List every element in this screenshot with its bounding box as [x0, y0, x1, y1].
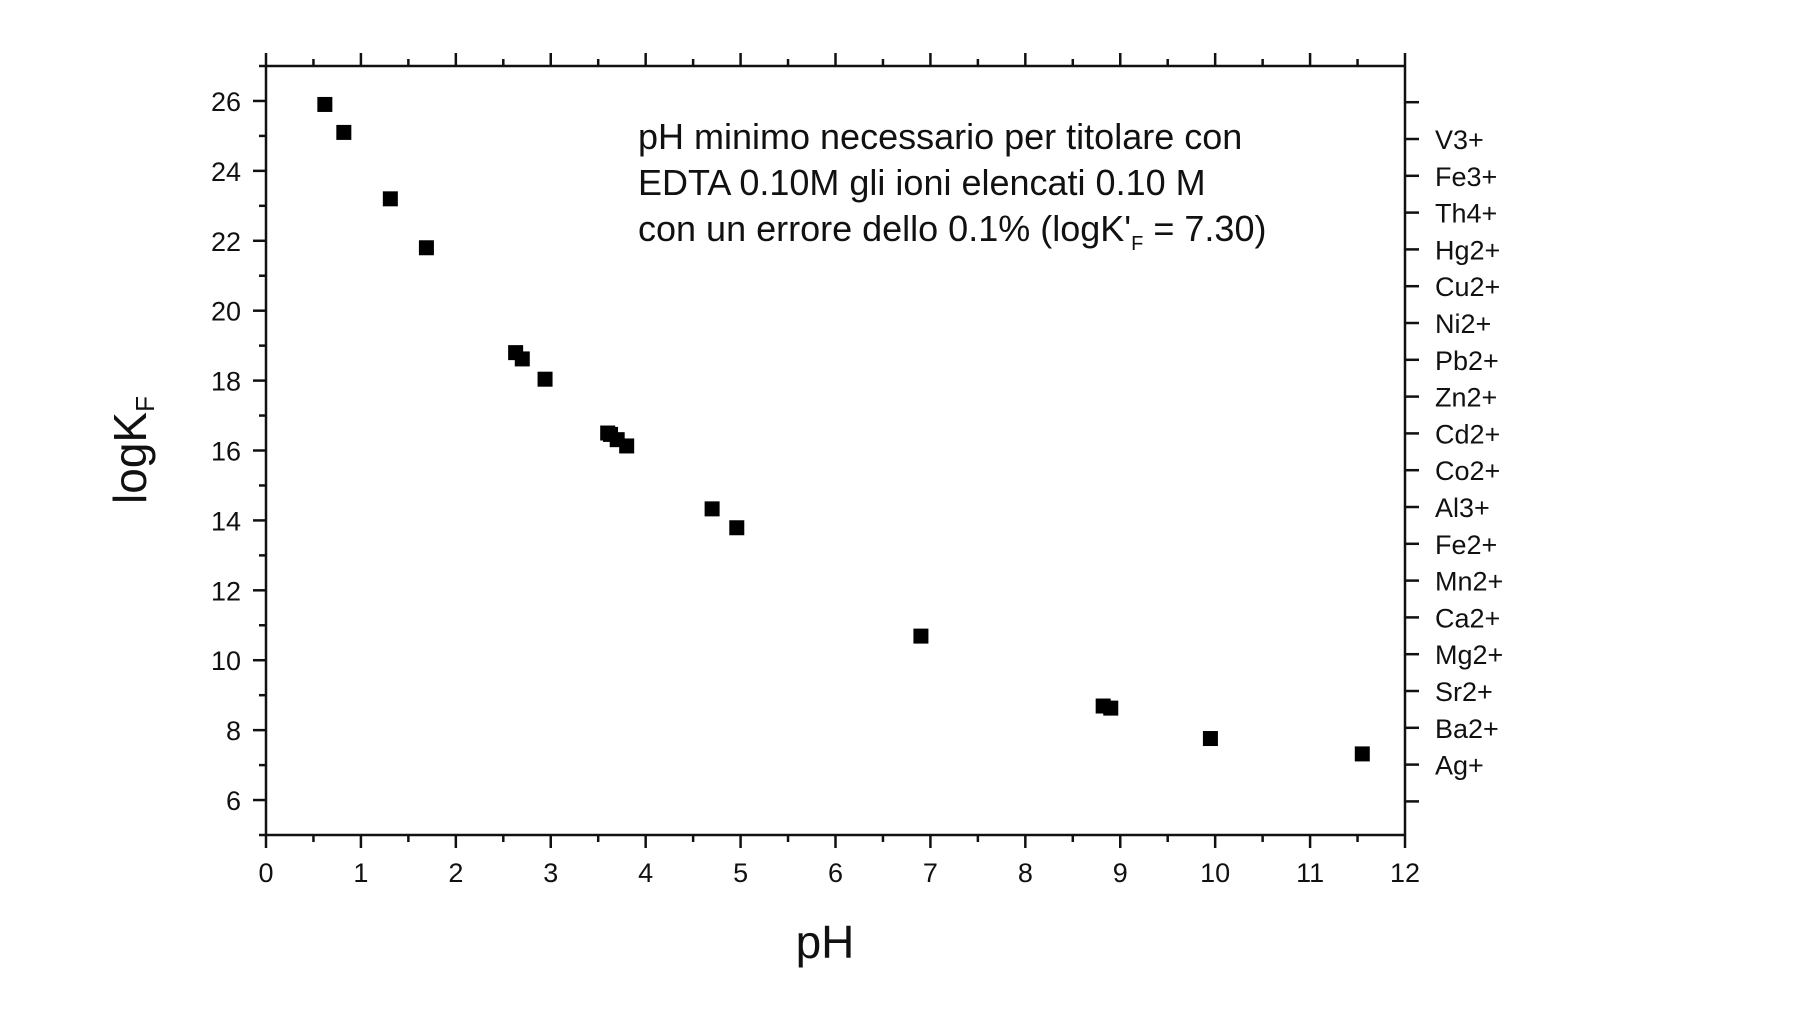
y-tick-label: 18 — [211, 367, 241, 397]
x-tick-label: 1 — [353, 858, 368, 888]
y-tick-label: 10 — [211, 646, 241, 676]
annotation-line-3-end: = 7.30) — [1143, 208, 1266, 249]
data-point — [619, 438, 635, 454]
data-point — [1103, 700, 1119, 716]
y-tick-label: 6 — [226, 786, 241, 816]
ion-label: Ni2+ — [1435, 309, 1491, 339]
annotation-line-1: pH minimo necessario per titolare con — [638, 116, 1242, 157]
y-tick-label: 26 — [211, 87, 241, 117]
annotation-text: pH minimo necessario per titolare con ED… — [638, 116, 1266, 255]
y-tick-label: 14 — [211, 506, 241, 536]
x-tick-label: 8 — [1018, 858, 1033, 888]
data-point — [336, 124, 352, 140]
annotation-line-3-sub: F — [1131, 233, 1143, 255]
ion-label: Cu2+ — [1435, 272, 1500, 302]
y-tick-label: 8 — [226, 716, 241, 746]
x-tick-label: 11 — [1296, 858, 1324, 888]
x-tick-label: 10 — [1200, 858, 1230, 888]
ion-label: Co2+ — [1435, 456, 1500, 486]
ion-label: Ba2+ — [1435, 714, 1499, 744]
data-point — [382, 191, 398, 207]
y-tick-label: 22 — [211, 227, 241, 257]
x-tick-label: 9 — [1113, 858, 1128, 888]
x-tick-label: 3 — [543, 858, 558, 888]
data-point — [514, 351, 530, 367]
y-axis-title-sub: F — [130, 396, 160, 412]
ion-label: Mg2+ — [1435, 640, 1503, 670]
x-tick-label: 7 — [923, 858, 938, 888]
data-point — [913, 628, 929, 644]
data-point — [317, 96, 333, 112]
y-axis-title: logKF — [104, 396, 160, 504]
x-tick-label: 4 — [638, 858, 653, 888]
x-tick-label: 5 — [733, 858, 748, 888]
ion-label: Al3+ — [1435, 493, 1490, 523]
ion-label: Sr2+ — [1435, 677, 1493, 707]
x-axis-title: pH — [796, 916, 855, 968]
ion-label: Mn2+ — [1435, 567, 1503, 597]
y-axis-ticks: 6 8 10 12 14 16 18 20 22 24 26 — [211, 64, 266, 837]
x-tick-label: 6 — [828, 858, 843, 888]
ion-label: Cd2+ — [1435, 419, 1500, 449]
ion-label: Fe3+ — [1435, 162, 1497, 192]
data-point — [418, 240, 434, 256]
y-tick-label: 20 — [211, 297, 241, 327]
ion-label: Ca2+ — [1435, 603, 1500, 633]
y-tick-label: 16 — [211, 437, 241, 467]
y-axis-title-main: logK — [104, 412, 156, 504]
data-point — [1354, 746, 1370, 762]
x-tick-label: 12 — [1390, 858, 1420, 888]
data-point — [537, 371, 553, 387]
data-points — [317, 96, 1370, 762]
right-axis-ion-labels: V3+ Fe3+ Th4+ Hg2+ Cu2+ Ni2+ Pb2+ Zn2+ Cd2+ Co2+ A… — [1405, 100, 1503, 803]
ion-label: Zn2+ — [1435, 383, 1497, 413]
x-tick-label: 0 — [258, 858, 273, 888]
ion-label: Hg2+ — [1435, 235, 1500, 265]
ion-label: V3+ — [1435, 125, 1484, 155]
ion-label: Pb2+ — [1435, 346, 1499, 376]
ion-label: Ag+ — [1435, 751, 1484, 781]
x-axis-ticks: 0 1 2 3 4 5 6 7 8 9 10 11 12 — [258, 53, 1420, 888]
data-point — [729, 520, 745, 536]
data-point — [704, 501, 720, 517]
ion-label: Th4+ — [1435, 199, 1497, 229]
y-tick-label: 24 — [211, 157, 241, 187]
annotation-line-2: EDTA 0.10M gli ioni elencati 0.10 M — [638, 162, 1206, 203]
y-tick-label: 12 — [211, 576, 241, 606]
annotation-line-3-start: con un errore dello 0.1% (logK' — [638, 208, 1131, 249]
ion-label: Fe2+ — [1435, 530, 1497, 560]
data-point — [1202, 731, 1218, 747]
x-tick-label: 2 — [448, 858, 463, 888]
annotation-line-3: con un errore dello 0.1% (logK'F = 7.30) — [638, 208, 1266, 255]
